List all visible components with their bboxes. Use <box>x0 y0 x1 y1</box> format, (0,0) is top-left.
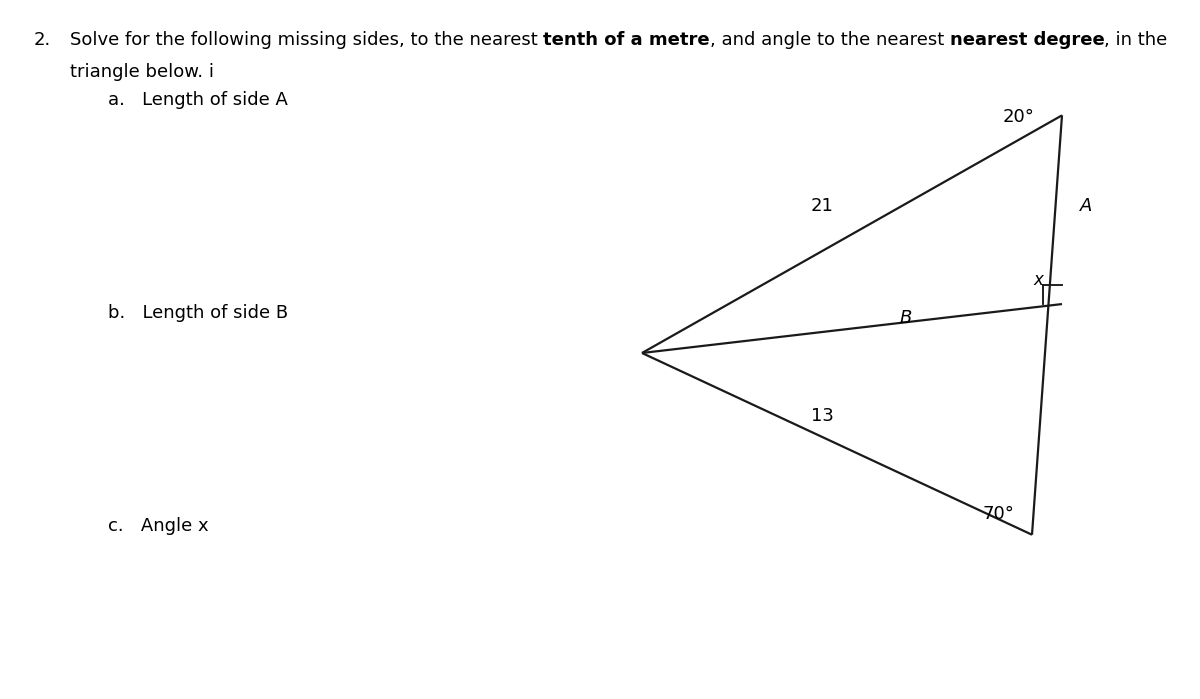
Text: 13: 13 <box>810 407 834 425</box>
Text: , and angle to the nearest: , and angle to the nearest <box>709 31 949 50</box>
Text: A: A <box>1080 197 1092 215</box>
Text: Solve for the following missing sides, to the nearest: Solve for the following missing sides, t… <box>70 31 544 50</box>
Text: , in the: , in the <box>1104 31 1168 50</box>
Text: a.   Length of side A: a. Length of side A <box>108 91 288 109</box>
Text: tenth of a metre: tenth of a metre <box>544 31 709 50</box>
Text: c.   Angle x: c. Angle x <box>108 517 209 535</box>
Text: x: x <box>1033 271 1043 289</box>
Text: B: B <box>900 309 912 327</box>
Text: 21: 21 <box>810 197 834 215</box>
Text: 70°: 70° <box>983 505 1014 523</box>
Text: 2.: 2. <box>34 31 50 50</box>
Text: nearest degree: nearest degree <box>949 31 1104 50</box>
Text: triangle below. i: triangle below. i <box>70 63 214 81</box>
Text: b.   Length of side B: b. Length of side B <box>108 304 288 322</box>
Text: 20°: 20° <box>1002 108 1034 127</box>
